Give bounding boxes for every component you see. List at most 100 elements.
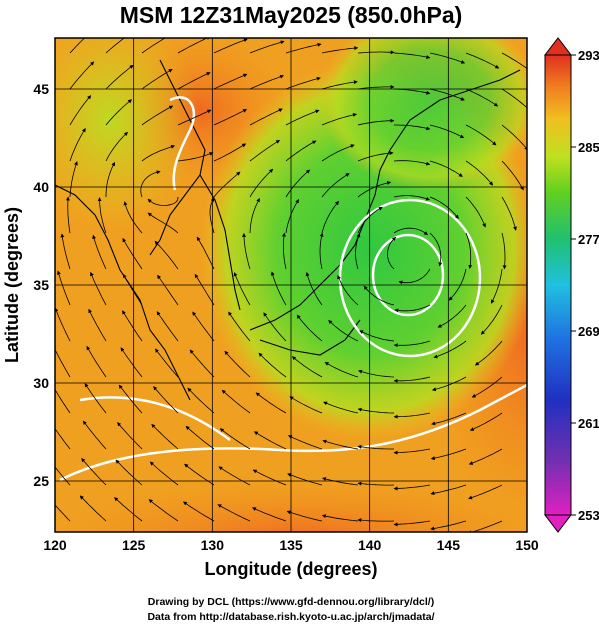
streamline	[431, 376, 467, 392]
streamline	[189, 349, 215, 378]
streamline	[140, 170, 161, 198]
streamline	[469, 412, 503, 431]
streamline	[281, 232, 287, 270]
y-tick-label: 45	[33, 81, 49, 97]
y-axis-ticks: 25 30 35 40 45	[33, 81, 49, 489]
streamline	[285, 42, 322, 54]
streamline	[249, 198, 260, 234]
streamlines	[55, 38, 527, 532]
streamline	[468, 484, 503, 500]
streamline	[141, 38, 166, 54]
streamline	[141, 68, 173, 90]
streamline	[177, 72, 211, 90]
streamline	[147, 196, 179, 206]
streamline	[65, 196, 71, 234]
streamline	[255, 392, 287, 414]
x-axis-label: Longitude (degrees)	[204, 559, 377, 579]
streamline	[321, 46, 359, 54]
streamline	[251, 507, 287, 522]
streamline	[253, 431, 287, 450]
streamline	[69, 38, 86, 54]
streamline	[287, 473, 323, 486]
colorbar-top-arrow	[543, 37, 573, 56]
streamline	[287, 435, 323, 450]
colorbar: 293 285 277 269 261 253	[543, 37, 599, 533]
streamline	[490, 268, 503, 304]
streamline	[398, 268, 431, 285]
streamline	[213, 171, 241, 198]
streamline	[196, 236, 215, 270]
streamline	[153, 386, 179, 414]
streamline	[148, 499, 179, 522]
streamline	[194, 273, 215, 306]
streamline	[393, 448, 431, 455]
y-axis-label: Latitude (degrees)	[2, 207, 22, 363]
streamline	[122, 237, 143, 270]
streamline	[357, 50, 395, 55]
streamline	[430, 448, 467, 461]
streamline	[501, 160, 524, 191]
x-tick-label: 125	[122, 537, 146, 553]
streamline	[252, 469, 287, 486]
streamline	[79, 495, 107, 522]
streamline	[328, 319, 359, 342]
streamline	[393, 376, 431, 383]
streamline	[393, 227, 429, 236]
streamline	[84, 383, 107, 414]
streamline	[105, 161, 116, 197]
streamline	[88, 308, 107, 342]
streamline	[217, 504, 251, 522]
streamline	[177, 152, 214, 162]
streamline	[355, 233, 361, 270]
streamline	[323, 401, 359, 414]
streamline	[393, 412, 431, 419]
streamline	[249, 74, 285, 90]
streamline	[429, 160, 463, 177]
streamline	[394, 304, 431, 313]
streamline	[258, 352, 287, 378]
streamline	[105, 99, 133, 126]
streamline	[69, 61, 95, 90]
streamline	[105, 64, 134, 90]
streamline	[429, 124, 465, 139]
credit-data: Data from http://database.rish.kyoto-u.a…	[147, 611, 434, 623]
streamline	[114, 497, 143, 522]
streamline	[285, 76, 321, 90]
streamline	[357, 481, 395, 486]
streamline	[192, 311, 215, 342]
x-tick-label: 135	[279, 537, 303, 553]
streamline	[322, 477, 359, 486]
streamline	[296, 314, 323, 342]
streamline	[86, 345, 107, 378]
streamline	[501, 88, 527, 112]
y-tick-label: 35	[33, 277, 49, 293]
streamline	[322, 439, 359, 450]
streamline	[219, 428, 251, 450]
streamline	[270, 271, 287, 306]
streamline	[501, 232, 507, 270]
streamline	[249, 139, 281, 162]
streamline	[249, 108, 283, 126]
streamline	[321, 80, 358, 90]
streamline	[69, 95, 92, 126]
streamline	[92, 234, 107, 270]
streamline	[433, 340, 467, 359]
streamline	[105, 38, 125, 54]
streamline	[90, 271, 107, 306]
streamline	[393, 52, 431, 60]
streamline	[465, 232, 473, 269]
y-tick-label: 40	[33, 179, 49, 195]
cool-pool-north	[320, 38, 527, 190]
streamline	[141, 144, 176, 162]
streamline	[55, 388, 71, 414]
streamline	[56, 270, 71, 306]
streamline	[242, 232, 251, 270]
streamline	[357, 151, 394, 162]
streamline	[393, 340, 431, 348]
streamline	[228, 311, 251, 342]
streamline	[465, 52, 500, 69]
x-axis-ticks: 120 125 130 135 140 145 150	[43, 537, 539, 553]
streamline	[321, 113, 357, 126]
streamline	[118, 384, 143, 414]
